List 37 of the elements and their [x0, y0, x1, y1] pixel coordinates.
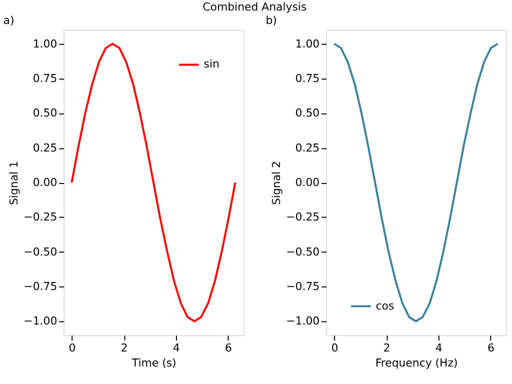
y-tick-label: 1.00	[295, 37, 320, 50]
line-series	[70, 42, 236, 322]
x-tick-label: 4	[172, 342, 180, 355]
y-tick-label: −0.50	[24, 245, 58, 258]
y-axis-title: Signal 1	[8, 161, 21, 206]
text: Combined Analysis	[202, 0, 307, 14]
y-tick-label: −0.25	[286, 210, 320, 224]
y-tick-label: 0.25	[32, 141, 58, 154]
x-tick-label: 6	[487, 342, 494, 355]
y-tick-label: 0.00	[32, 176, 58, 189]
legend-label: cos	[376, 299, 394, 312]
line-series	[333, 42, 499, 322]
y-tick-label: 0.25	[295, 141, 320, 154]
x-tick-label: 2	[383, 342, 390, 355]
y-tick-label: −0.50	[286, 245, 320, 258]
y-tick-label: 0.50	[32, 106, 58, 120]
x-axis-title: Time (s)	[130, 356, 176, 370]
x-tick-label: 0	[68, 342, 76, 355]
x-tick-label: 4	[435, 342, 442, 355]
x-tick-label: 2	[120, 342, 128, 355]
chart-title: b)	[266, 14, 277, 27]
y-tick-label: 0.50	[295, 106, 320, 120]
y-tick-label: 1.00	[32, 37, 58, 50]
y-tick-label: −0.75	[24, 280, 58, 294]
x-axis-title: Frequency (Hz)	[375, 356, 458, 370]
x-tick-label: 0	[331, 342, 338, 355]
y-axis-title: Signal 2	[270, 161, 284, 206]
y-tick-label: 0.75	[32, 72, 58, 85]
y-tick-label: 0.75	[295, 72, 320, 85]
y-tick-label: −1.00	[286, 314, 320, 328]
chart-title: a)	[3, 14, 14, 27]
y-tick-label: 0.00	[295, 176, 320, 189]
legend-label: sin	[204, 58, 220, 71]
y-tick-label: −0.25	[24, 210, 58, 224]
y-tick-label: −1.00	[24, 314, 58, 328]
y-tick-label: −0.75	[286, 280, 320, 294]
x-tick-label: 6	[224, 342, 232, 355]
